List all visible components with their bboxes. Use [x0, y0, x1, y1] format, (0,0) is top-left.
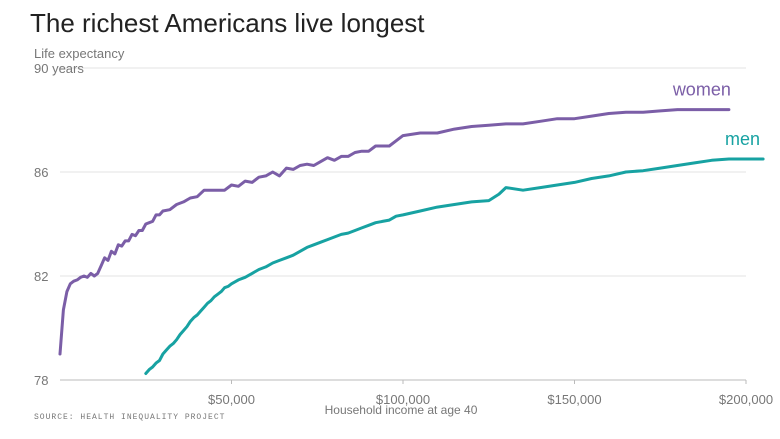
y-tick-label: 82 [34, 269, 48, 284]
x-tick-label: $50,000 [208, 392, 255, 407]
series-line-men [144, 157, 765, 375]
y-tick-label: 78 [34, 373, 48, 388]
y-axis-label: Life expectancy [34, 46, 125, 61]
label-layer: Life expectancy 90 years Household incom… [34, 46, 478, 422]
y-axis-top-tick-label: 90 years [34, 61, 84, 76]
x-tick-label: $100,000 [376, 392, 430, 407]
x-tick-label: $200,000 [719, 392, 773, 407]
series-label-women: women [672, 80, 731, 100]
series-layer: women men [58, 80, 765, 375]
axis-layer: 78 82 86 $50,000 $100,000 $150,000 $200,000 [34, 165, 773, 407]
series-label-men: men [725, 129, 760, 149]
y-tick-label: 86 [34, 165, 48, 180]
x-tick-label: $150,000 [547, 392, 601, 407]
x-axis-label: Household income at age 40 [325, 403, 478, 417]
source-note: SOURCE: HEALTH INEQUALITY PROJECT [34, 413, 225, 422]
chart-title: The richest Americans live longest [30, 8, 425, 38]
grid-layer [60, 67, 746, 381]
series-line-women [58, 108, 731, 356]
